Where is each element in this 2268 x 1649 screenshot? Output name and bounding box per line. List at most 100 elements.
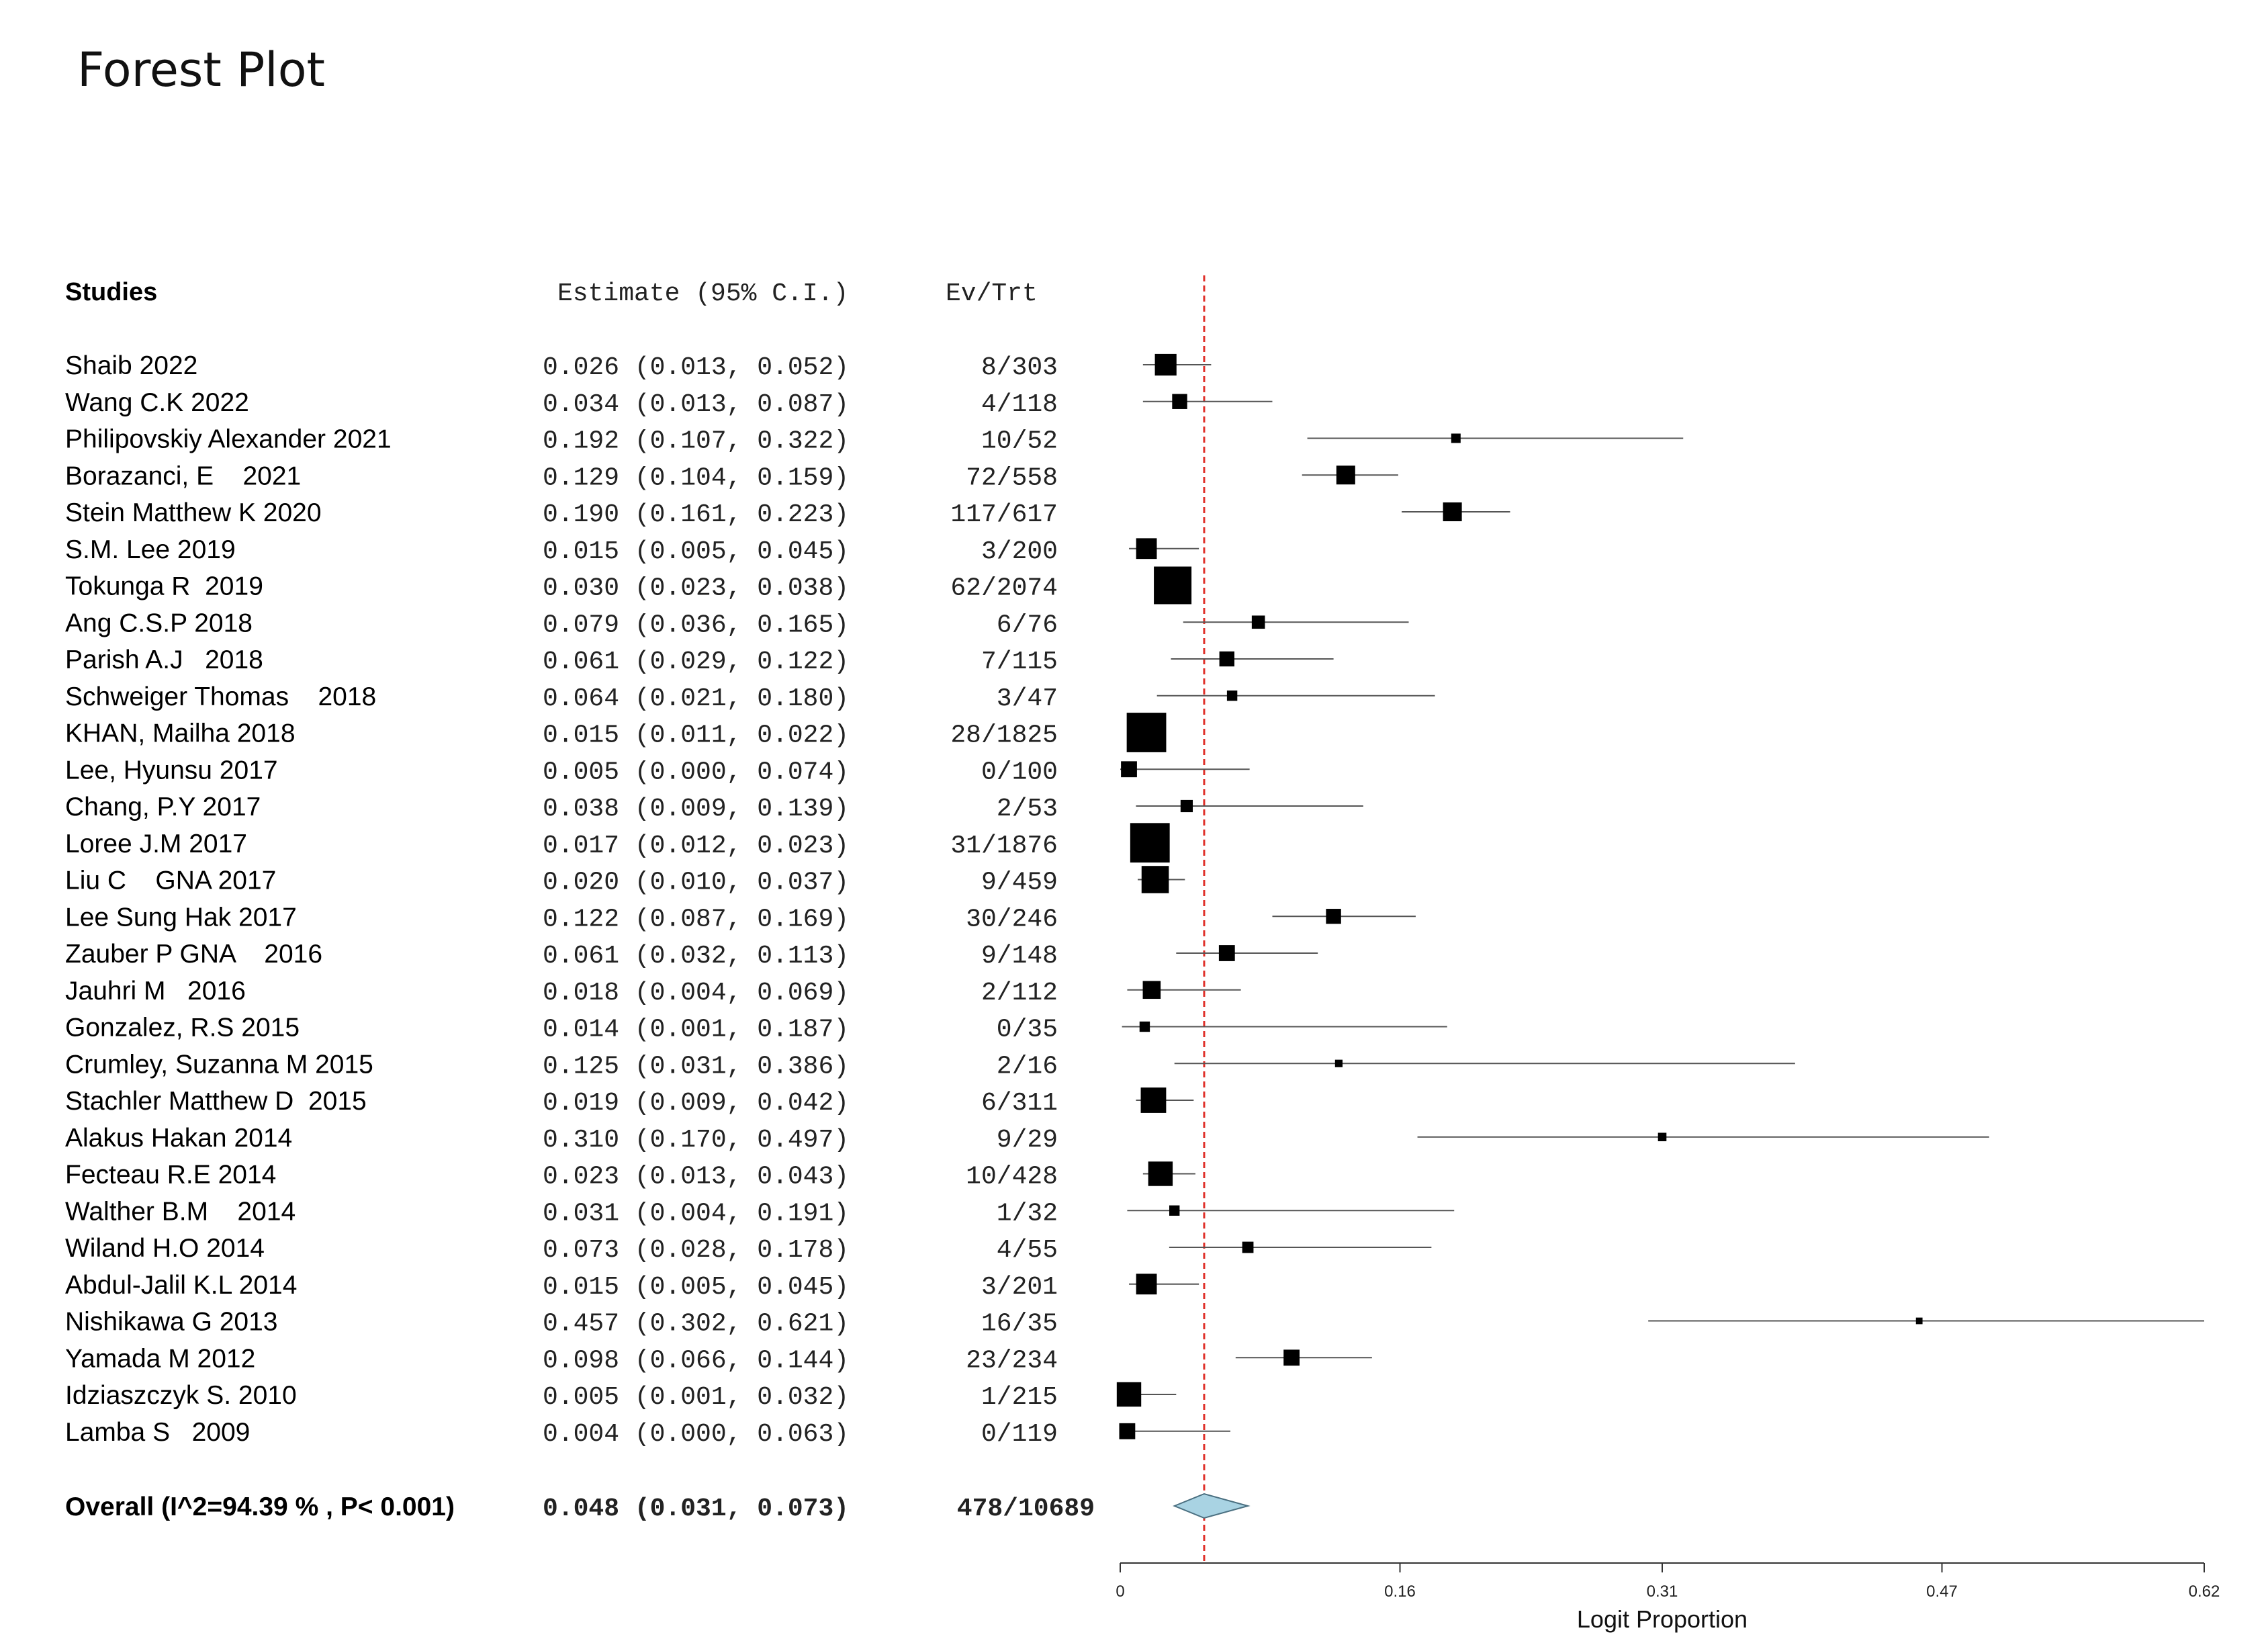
- point-estimate-box: [1136, 538, 1157, 560]
- point-estimate-box: [1251, 615, 1265, 629]
- study-label: Lee Sung Hak 2017: [65, 903, 297, 932]
- study-label: Stachler Matthew D 2015: [65, 1087, 367, 1116]
- study-label: Chang, P.Y 2017: [65, 793, 261, 821]
- study-events: 1/215: [981, 1383, 1058, 1412]
- study-events: 0/119: [981, 1420, 1058, 1449]
- overall-row: Overall (I^2=94.39 % , P< 0.001) 0.048 (0…: [65, 1492, 1095, 1523]
- point-estimate-box: [1169, 1205, 1180, 1216]
- study-estimate-ci: 0.020 (0.010, 0.037): [543, 868, 849, 897]
- point-estimate-box: [1915, 1317, 1923, 1325]
- study-events: 3/47: [997, 684, 1058, 713]
- study-estimate-ci: 0.015 (0.011, 0.022): [543, 721, 849, 750]
- point-estimate-box: [1141, 866, 1169, 893]
- study-estimate-ci: 0.026 (0.013, 0.052): [543, 353, 849, 382]
- study-events: 3/200: [981, 537, 1058, 566]
- study-events: 30/246: [966, 905, 1058, 934]
- overall-estimate-ci: 0.048 (0.031, 0.073): [543, 1495, 849, 1523]
- study-estimate-ci: 0.038 (0.009, 0.139): [543, 795, 849, 823]
- study-events: 9/148: [981, 942, 1058, 971]
- study-label: Wang C.K 2022: [65, 388, 249, 417]
- point-estimate-box: [1658, 1132, 1667, 1142]
- overall-diamond: [1173, 1492, 1251, 1519]
- point-estimate-box: [1136, 1274, 1157, 1295]
- x-tick-label: 0.31: [1647, 1583, 1678, 1601]
- point-estimate-box: [1154, 353, 1177, 376]
- header-estimate: Estimate (95% C.I.): [557, 279, 848, 308]
- point-estimate-box: [1116, 1382, 1142, 1407]
- header-studies: Studies: [65, 278, 157, 306]
- study-label: Shaib 2022: [65, 351, 197, 380]
- study-estimate-ci: 0.073 (0.028, 0.178): [543, 1236, 849, 1265]
- study-label: Wiland H.O 2014: [65, 1234, 265, 1263]
- study-estimate-ci: 0.017 (0.012, 0.023): [543, 832, 849, 860]
- study-events: 0/100: [981, 758, 1058, 787]
- point-estimate-box: [1142, 981, 1161, 999]
- point-estimate-box: [1126, 713, 1167, 752]
- study-estimate-ci: 0.005 (0.001, 0.032): [543, 1383, 849, 1412]
- study-events: 31/1876: [950, 832, 1058, 860]
- study-estimate-ci: 0.015 (0.005, 0.045): [543, 537, 849, 566]
- study-label: Liu C GNA 2017: [65, 866, 276, 895]
- study-events: 23/234: [966, 1346, 1058, 1375]
- x-tick-label: 0.16: [1384, 1583, 1416, 1601]
- study-events: 10/428: [966, 1163, 1058, 1192]
- x-axis: 0 0.16 0.31 0.47 0.62 Logit Proportion: [1116, 1562, 2220, 1633]
- study-label: Schweiger Thomas 2018: [65, 682, 376, 711]
- study-label: Ang C.S.P 2018: [65, 609, 253, 637]
- study-estimate-ci: 0.030 (0.023, 0.038): [543, 574, 849, 603]
- study-label: Fecteau R.E 2014: [65, 1161, 276, 1190]
- point-estimate-box: [1218, 945, 1235, 961]
- study-events: 117/617: [950, 500, 1058, 529]
- study-label: Crumley, Suzanna M 2015: [65, 1050, 373, 1079]
- forest-marks: [1116, 275, 2204, 1563]
- study-estimate-ci: 0.015 (0.005, 0.045): [543, 1273, 849, 1302]
- study-label: Gonzalez, R.S 2015: [65, 1014, 300, 1042]
- study-label: Borazanci, E 2021: [65, 461, 301, 490]
- study-label: Abdul-Jalil K.L 2014: [65, 1271, 297, 1300]
- point-estimate-box: [1180, 799, 1193, 813]
- x-tick-label: 0: [1116, 1583, 1124, 1601]
- x-tick-label: 0.47: [1926, 1583, 1958, 1601]
- study-estimate-ci: 0.192 (0.107, 0.322): [543, 427, 849, 456]
- point-estimate-box: [1326, 909, 1341, 924]
- study-label: S.M. Lee 2019: [65, 535, 236, 564]
- point-estimate-box: [1336, 465, 1355, 485]
- study-events: 8/303: [981, 353, 1058, 382]
- study-events: 9/29: [997, 1126, 1058, 1155]
- study-events: 16/35: [981, 1310, 1058, 1339]
- study-label: KHAN, Mailha 2018: [65, 719, 296, 748]
- study-label: Yamada M 2012: [65, 1344, 255, 1373]
- study-events: 6/76: [997, 611, 1058, 639]
- study-events: 3/201: [981, 1273, 1058, 1302]
- study-events: 4/55: [997, 1236, 1058, 1265]
- study-estimate-ci: 0.018 (0.004, 0.069): [543, 979, 849, 1008]
- study-label: Lee, Hyunsu 2017: [65, 756, 278, 785]
- study-label: Nishikawa G 2013: [65, 1308, 278, 1337]
- study-estimate-ci: 0.014 (0.001, 0.187): [543, 1016, 849, 1044]
- study-label: Walther B.M 2014: [65, 1197, 296, 1226]
- point-estimate-box: [1121, 761, 1137, 778]
- study-label: Alakus Hakan 2014: [65, 1124, 292, 1153]
- study-estimate-ci: 0.079 (0.036, 0.165): [543, 611, 849, 639]
- overall-label: Overall (I^2=94.39 % , P< 0.001): [65, 1492, 455, 1521]
- study-label: Zauber P GNA 2016: [65, 940, 322, 969]
- study-estimate-ci: 0.031 (0.004, 0.191): [543, 1199, 849, 1228]
- x-tick-label: 0.62: [2189, 1583, 2220, 1601]
- x-axis-title: Logit Proportion: [1577, 1605, 1748, 1633]
- study-label: Stein Matthew K 2020: [65, 498, 322, 527]
- study-events: 1/32: [997, 1199, 1058, 1228]
- study-events: 4/118: [981, 390, 1058, 419]
- point-estimate-box: [1148, 1161, 1173, 1186]
- study-events: 6/311: [981, 1089, 1058, 1118]
- study-events: 10/52: [981, 427, 1058, 456]
- study-estimate-ci: 0.061 (0.032, 0.113): [543, 942, 849, 971]
- study-events: 2/53: [997, 795, 1058, 823]
- study-label: Tokunga R 2019: [65, 572, 263, 601]
- study-events: 9/459: [981, 868, 1058, 897]
- study-rows: Shaib 2022 0.026 (0.013, 0.052) 8/303 Wang …: [65, 351, 1058, 1449]
- study-events: 62/2074: [950, 574, 1058, 603]
- point-estimate-box: [1139, 1021, 1150, 1032]
- study-events: 2/16: [997, 1052, 1058, 1081]
- study-estimate-ci: 0.034 (0.013, 0.087): [543, 390, 849, 419]
- point-estimate-box: [1119, 1423, 1136, 1439]
